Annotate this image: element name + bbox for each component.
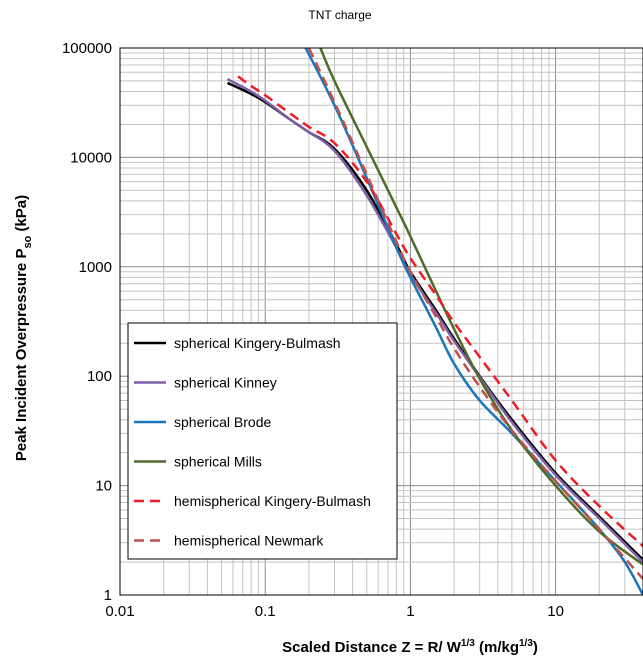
y-tick-label: 100000 [62,40,112,57]
series-line-4 [319,48,643,566]
x-tick-label: 10 [547,603,564,620]
y-axis-label: Peak Incident Overpressure Pso (kPa) [13,195,34,461]
y-tick-labels: 1 10 100 1000 10000 100000 [62,40,112,604]
series-line-6 [307,48,643,580]
legend-label: spherical Kinney [174,375,277,391]
series-line-5 [237,75,643,548]
x-tick-label: 1 [406,603,414,620]
x-tick-label: 0.01 [105,603,134,620]
series-lines [226,48,643,595]
legend-label: spherical Mills [174,454,262,470]
legend-label: hemispherical Kingery-Bulmash [174,493,371,509]
plot-frame [119,47,643,596]
y-tick-label: 10 [95,478,112,495]
legend-label: hemispherical Newmark [174,533,324,549]
y-tick-label: 1000 [79,259,112,276]
chart-title: TNT charge [308,8,371,22]
x-tick-label: 0.1 [255,603,276,620]
x-tick-labels: 0.01 0.1 1 10 [105,603,564,620]
x-axis-label: Scaled Distance Z = R/ W1/3 (m/kg1/3) [282,638,538,656]
legend-box [127,322,398,560]
legend: spherical Kingery-Bulmash spherical Kinne… [127,322,398,560]
legend-label: spherical Brode [174,414,271,430]
y-tick-label: 100 [87,368,112,385]
y-tick-label: 1 [104,587,112,604]
y-tick-label: 10000 [70,149,112,166]
legend-label: spherical Kingery-Bulmash [174,335,341,351]
